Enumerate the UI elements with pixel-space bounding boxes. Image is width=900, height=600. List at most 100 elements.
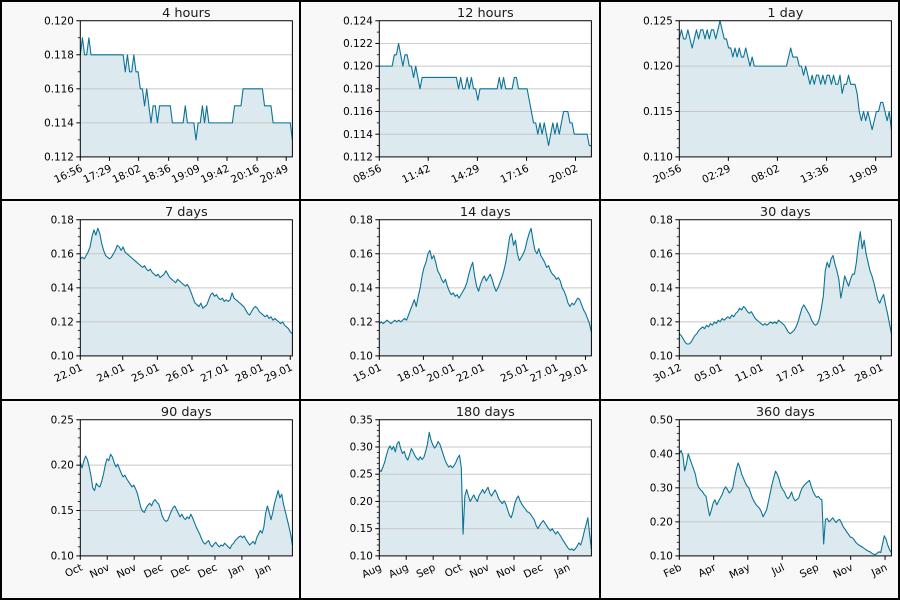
- chart-panel-12-hours: 12 hours 0.112 0.114 0.116 0.118 0.120 0.122 0…: [301, 2, 599, 200]
- svg-text:Nov: Nov: [468, 561, 491, 580]
- svg-text:0.122: 0.122: [343, 38, 373, 50]
- chart-title: 180 days: [456, 404, 515, 419]
- svg-text:18:36: 18:36: [141, 163, 173, 186]
- svg-text:Nov: Nov: [115, 561, 138, 580]
- chart-title: 4 hours: [162, 6, 211, 21]
- svg-text:18:02: 18:02: [111, 163, 143, 186]
- svg-text:28.01: 28.01: [233, 362, 265, 385]
- svg-text:0.120: 0.120: [643, 61, 673, 73]
- chart-title: 1 day: [767, 6, 803, 21]
- svg-text:27.01: 27.01: [528, 362, 560, 385]
- svg-text:0.25: 0.25: [51, 414, 74, 426]
- svg-text:May: May: [727, 561, 752, 581]
- svg-text:Nov: Nov: [831, 561, 854, 580]
- svg-text:Jul: Jul: [769, 561, 786, 578]
- svg-text:0.16: 0.16: [649, 249, 672, 261]
- chart-panel-7-days: 7 days 0.10 0.12 0.14 0.16 0.18 22.01 24.01 25.…: [2, 201, 300, 399]
- svg-text:0.10: 0.10: [350, 351, 373, 363]
- svg-text:0.10: 0.10: [350, 550, 373, 562]
- chart-panel-90-days: 90 days 0.10 0.15 0.20 0.25 Oct Nov Nov Dec Dec D…: [2, 400, 300, 598]
- svg-text:Nov: Nov: [495, 561, 518, 580]
- svg-text:0.16: 0.16: [51, 249, 74, 261]
- chart-panel-4-hours: 4 hours 0.112 0.114 0.116 0.118 0.120 16:56 17…: [2, 2, 300, 200]
- svg-text:0.14: 0.14: [350, 283, 374, 295]
- svg-text:0.12: 0.12: [51, 317, 74, 329]
- svg-text:29.01: 29.01: [558, 362, 590, 385]
- svg-text:0.120: 0.120: [44, 15, 74, 27]
- svg-text:Sep: Sep: [798, 561, 821, 580]
- svg-text:0.15: 0.15: [350, 523, 373, 535]
- svg-text:0.14: 0.14: [51, 283, 75, 295]
- svg-text:22.01: 22.01: [52, 362, 84, 385]
- svg-text:17.01: 17.01: [774, 362, 806, 385]
- svg-text:0.35: 0.35: [350, 414, 373, 426]
- svg-text:0.40: 0.40: [649, 448, 672, 460]
- svg-text:Dec: Dec: [169, 561, 193, 580]
- svg-text:0.10: 0.10: [51, 550, 74, 562]
- svg-text:0.112: 0.112: [343, 151, 373, 163]
- svg-text:20:16: 20:16: [229, 163, 261, 186]
- svg-text:26.01: 26.01: [164, 362, 196, 385]
- svg-text:0.116: 0.116: [44, 83, 74, 95]
- svg-text:0.10: 0.10: [649, 351, 672, 363]
- svg-text:Dec: Dec: [522, 561, 546, 580]
- svg-text:17:16: 17:16: [499, 163, 531, 186]
- chart-4-hours: 4 hours 0.112 0.114 0.116 0.118 0.120 16:5617…: [44, 6, 293, 186]
- svg-text:0.10: 0.10: [649, 550, 672, 562]
- svg-text:Jan: Jan: [552, 561, 573, 579]
- svg-text:23.01: 23.01: [815, 362, 847, 385]
- svg-text:08:56: 08:56: [352, 163, 384, 186]
- svg-text:20:49: 20:49: [258, 163, 290, 186]
- chart-title: 14 days: [460, 205, 511, 220]
- chart-title: 7 days: [165, 205, 208, 220]
- svg-text:0.110: 0.110: [643, 151, 673, 163]
- svg-text:17:29: 17:29: [81, 163, 113, 186]
- chart-panel-360-days: 360 days 0.10 0.20 0.30 0.40 0.50 Feb Apr May Ju…: [600, 400, 898, 598]
- svg-text:0.124: 0.124: [343, 15, 373, 27]
- chart-title: 12 hours: [457, 6, 514, 21]
- svg-text:Aug: Aug: [360, 561, 383, 580]
- svg-text:0.116: 0.116: [343, 106, 373, 118]
- svg-text:0.112: 0.112: [44, 151, 74, 163]
- svg-text:0.125: 0.125: [643, 15, 673, 27]
- svg-text:14:29: 14:29: [450, 163, 482, 186]
- svg-text:Jan: Jan: [253, 561, 274, 579]
- svg-text:Oct: Oct: [443, 561, 464, 579]
- chart-panel-14-days: 14 days 0.10 0.12 0.14 0.16 0.18 15.01 18.01 20…: [301, 201, 599, 399]
- svg-text:19:09: 19:09: [170, 163, 202, 186]
- svg-text:0.18: 0.18: [350, 215, 373, 227]
- svg-text:0.30: 0.30: [350, 441, 373, 453]
- svg-text:Oct: Oct: [63, 561, 84, 579]
- svg-text:0.120: 0.120: [343, 61, 373, 73]
- svg-text:Nov: Nov: [88, 561, 111, 580]
- svg-text:0.16: 0.16: [350, 249, 373, 261]
- svg-text:0.12: 0.12: [350, 317, 373, 329]
- chart-360-days: 360 days 0.10 0.20 0.30 0.40 0.50 Feb Apr May Ju…: [649, 404, 892, 581]
- svg-text:0.18: 0.18: [51, 215, 74, 227]
- chart-14-days: 14 days 0.10 0.12 0.14 0.16 0.18 15.01 18.0120…: [350, 205, 593, 385]
- svg-text:0.118: 0.118: [44, 49, 74, 61]
- svg-text:0.114: 0.114: [44, 117, 74, 129]
- svg-text:19:09: 19:09: [847, 163, 879, 186]
- svg-text:0.14: 0.14: [649, 283, 673, 295]
- svg-text:13:36: 13:36: [798, 163, 830, 186]
- svg-text:25.01: 25.01: [130, 362, 162, 385]
- svg-text:02:29: 02:29: [700, 163, 732, 186]
- svg-text:0.20: 0.20: [649, 516, 672, 528]
- svg-text:24.01: 24.01: [95, 362, 127, 385]
- svg-text:0.25: 0.25: [350, 468, 373, 480]
- svg-text:Sep: Sep: [415, 561, 438, 580]
- svg-text:20:02: 20:02: [548, 163, 580, 186]
- svg-text:28.01: 28.01: [853, 362, 885, 385]
- chart-12-hours: 12 hours 0.112 0.114 0.116 0.118 0.120 0.122 0…: [343, 6, 593, 186]
- svg-text:0.20: 0.20: [350, 496, 373, 508]
- chart-panel-1-day: 1 day 0.110 0.115 0.120 0.125 20:56 02:29 08:0…: [600, 2, 898, 200]
- svg-text:22.01: 22.01: [455, 362, 487, 385]
- chart-title: 30 days: [760, 205, 811, 220]
- svg-text:0.12: 0.12: [649, 317, 672, 329]
- svg-text:0.15: 0.15: [51, 505, 74, 517]
- svg-text:0.114: 0.114: [343, 129, 373, 141]
- chart-7-days: 7 days 0.10 0.12 0.14 0.16 0.18 22.01 24.01 25.…: [51, 205, 295, 385]
